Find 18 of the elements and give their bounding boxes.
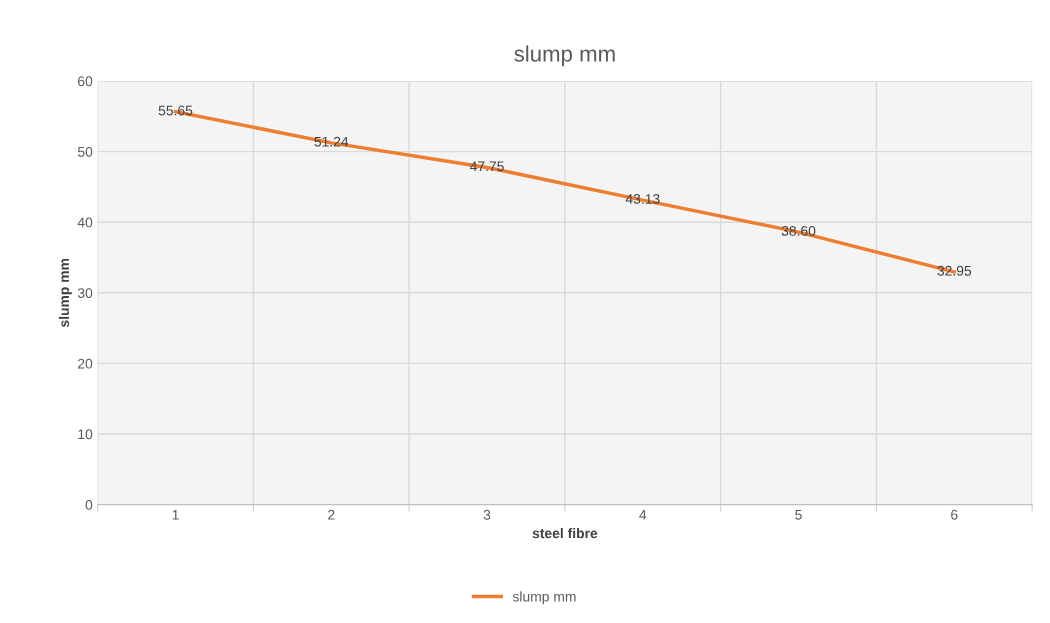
x-tick-label: 2 xyxy=(328,509,335,520)
data-label: 55.65 xyxy=(158,105,193,116)
legend-label: slump mm xyxy=(512,591,576,605)
chart-title: slump mm xyxy=(514,45,615,67)
y-tick-label: 0 xyxy=(85,499,93,510)
y-axis-title: slump mm xyxy=(58,258,72,328)
x-tick-label: 5 xyxy=(795,510,802,520)
y-tick-label: 50 xyxy=(77,146,93,157)
y-tick-label: 30 xyxy=(77,288,93,298)
x-tick-label: 6 xyxy=(951,509,958,520)
x-tick-label: 3 xyxy=(483,509,491,520)
y-tick-label: 60 xyxy=(78,76,93,87)
x-tick-label: 1 xyxy=(172,510,179,520)
y-tick-label: 40 xyxy=(77,217,93,228)
x-tick-label: 4 xyxy=(639,510,647,520)
y-tick-label: 10 xyxy=(78,429,93,440)
y-tick-label: 20 xyxy=(78,358,93,369)
x-axis-title: steel fibre xyxy=(532,527,598,539)
